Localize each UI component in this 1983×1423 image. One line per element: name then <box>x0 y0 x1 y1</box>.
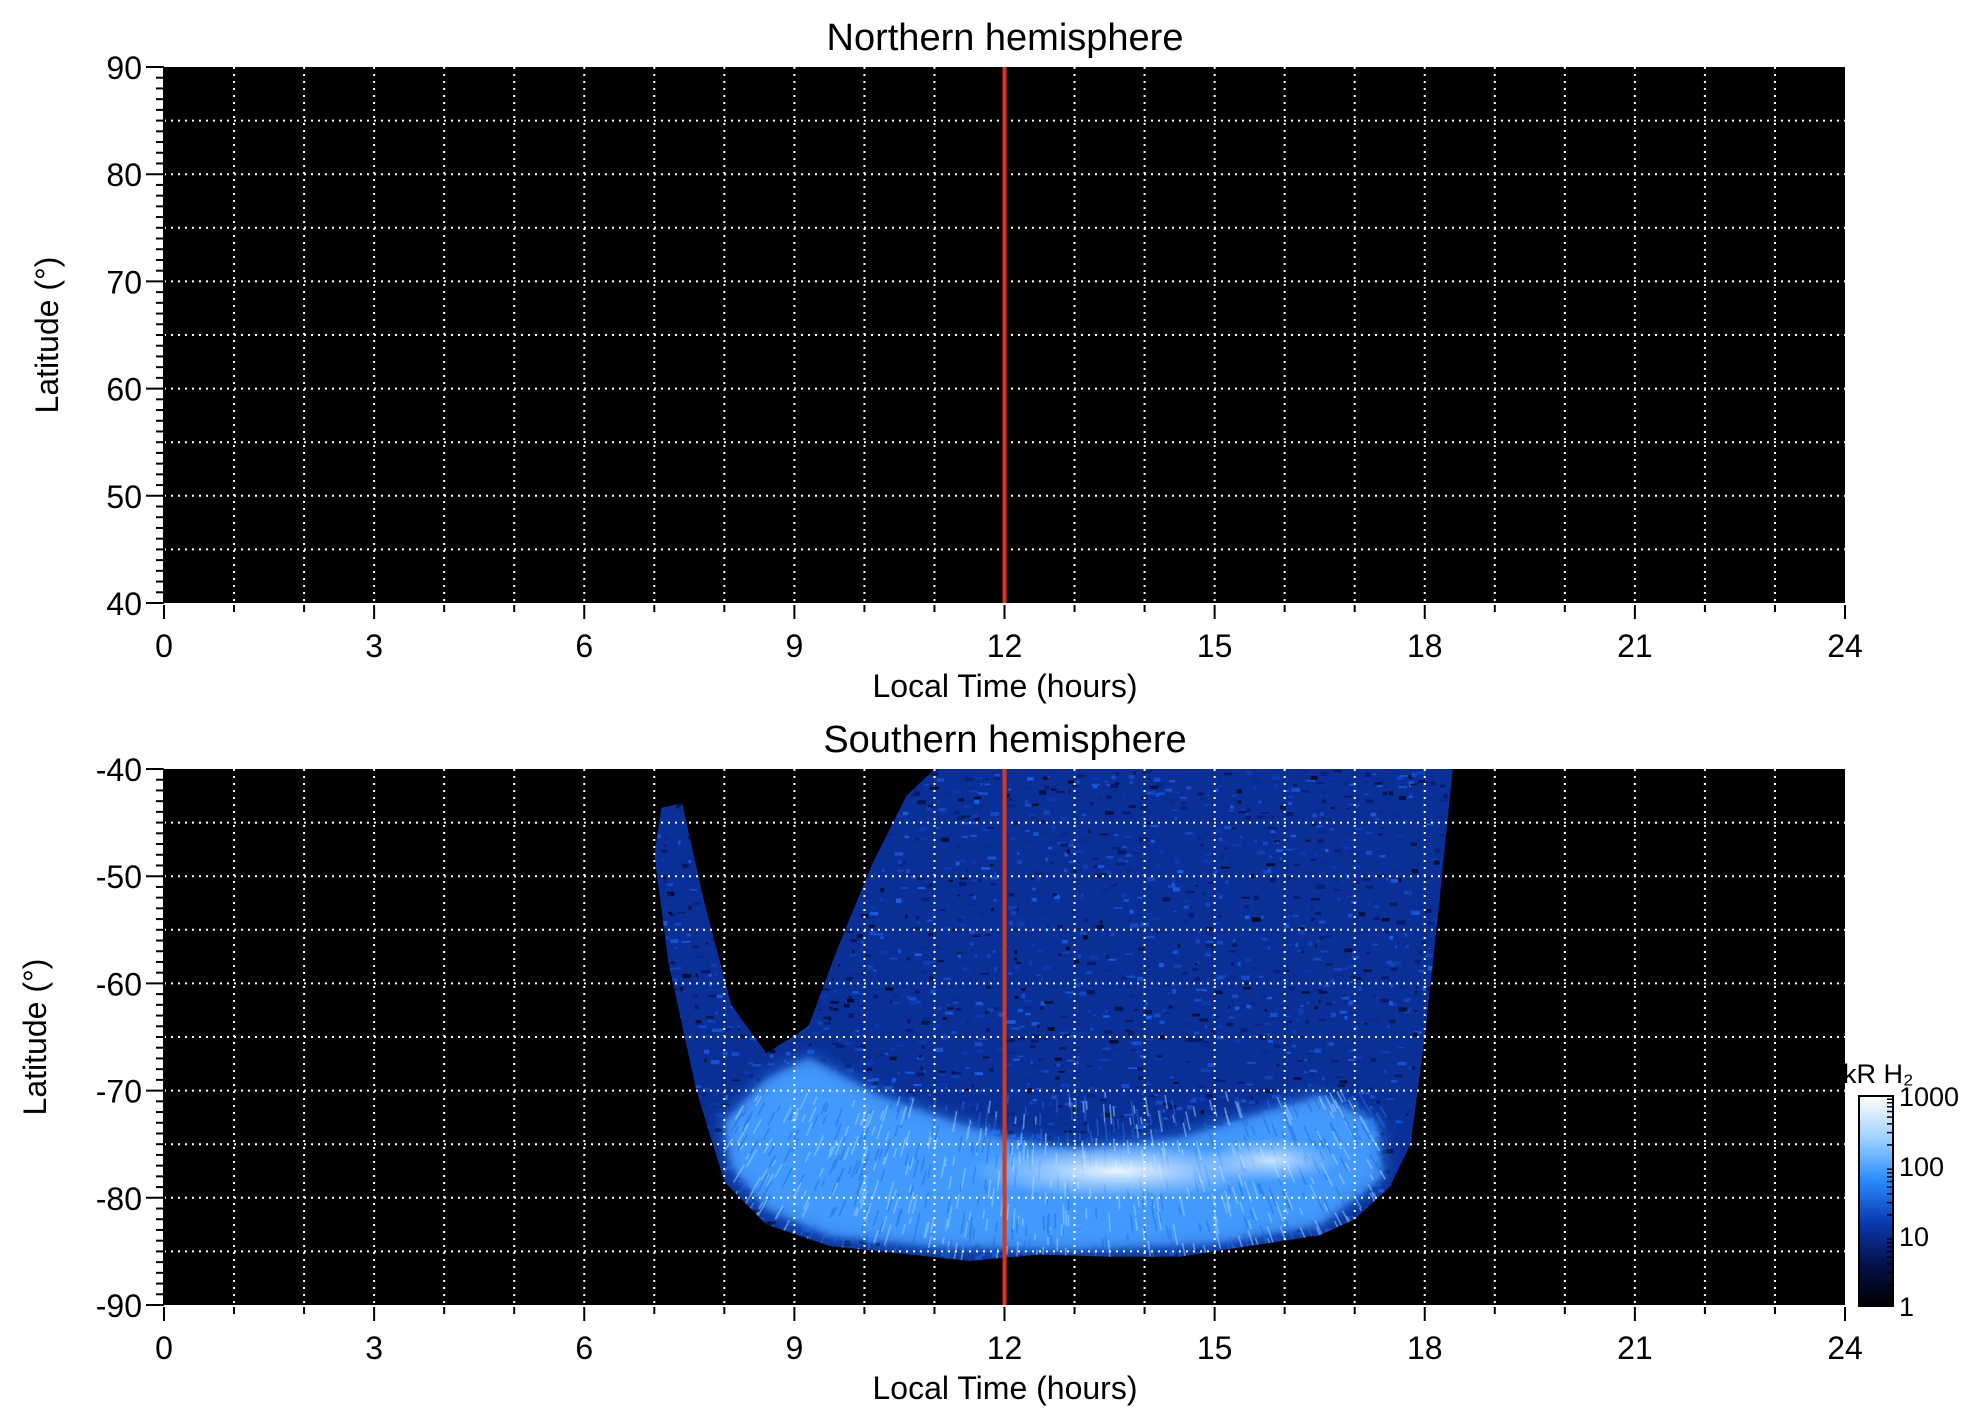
oval-streaks <box>722 1090 1393 1261</box>
panel-title: Northern hemisphere <box>827 17 1184 59</box>
y-tick-label: -60 <box>96 966 142 1002</box>
peak-emission <box>966 1143 1267 1199</box>
x-tick-label: 24 <box>1827 628 1863 664</box>
panel-title: Southern hemisphere <box>823 719 1186 761</box>
x-axis-label: Local Time (hours) <box>873 668 1138 704</box>
x-tick-label: 12 <box>987 628 1023 664</box>
colorbar-tick-label: 10 <box>1899 1222 1929 1252</box>
y-tick-label: 40 <box>106 586 142 622</box>
colorbar-label: kR H₂ <box>1843 1059 1913 1089</box>
y-axis-label: Latitude (°) <box>29 257 65 414</box>
southern-hemisphere-panel: Southern hemisphere 0 3 6 9 12 15 18 21 24 -90 -80… <box>17 719 1863 1406</box>
x-tick-label: 3 <box>365 628 383 664</box>
colorbar: kR H₂ 1 10 100 1000 <box>1843 1059 1959 1322</box>
y-axis-label: Latitude (°) <box>17 959 53 1116</box>
x-tick-label: 24 <box>1827 1330 1863 1366</box>
x-tick-label: 18 <box>1407 1330 1443 1366</box>
colorbar-tick-label: 1000 <box>1899 1082 1959 1112</box>
colorbar-gradient <box>1858 1095 1894 1307</box>
y-tick-label: 70 <box>106 264 142 300</box>
x-tick-label: 15 <box>1197 1330 1233 1366</box>
y-tick-label: -40 <box>96 752 142 788</box>
y-tick-label: 50 <box>106 479 142 515</box>
x-tick-label: 9 <box>785 628 803 664</box>
x-tick-label: 6 <box>575 1330 593 1366</box>
y-tick-label: -50 <box>96 859 142 895</box>
y-tick-label: 60 <box>106 372 142 408</box>
y-tick-label: -80 <box>96 1181 142 1217</box>
x-tick-label: 3 <box>365 1330 383 1366</box>
x-axis-label: Local Time (hours) <box>873 1370 1138 1406</box>
colorbar-tick-label: 1 <box>1899 1292 1914 1322</box>
northern-hemisphere-panel: Northern hemisphere 0 3 6 9 12 15 18 21 24 40 50 60… <box>29 17 1863 704</box>
x-tick-label: 15 <box>1197 628 1233 664</box>
y-tick-label: 90 <box>106 50 142 86</box>
x-tick-label: 18 <box>1407 628 1443 664</box>
colorbar-ticks: 1 10 100 1000 <box>1887 1082 1959 1322</box>
y-tick-label: -90 <box>96 1288 142 1324</box>
colorbar-tick-label: 100 <box>1899 1152 1944 1182</box>
y-tick-label: 80 <box>106 157 142 193</box>
x-tick-label: 6 <box>575 628 593 664</box>
x-tick-label: 9 <box>785 1330 803 1366</box>
x-tick-label: 12 <box>987 1330 1023 1366</box>
axes: 0 3 6 9 12 15 18 21 24 -90 -80 -70 -60 -50 -40 <box>96 752 1863 1366</box>
x-tick-label: 0 <box>155 628 173 664</box>
x-tick-label: 21 <box>1617 1330 1653 1366</box>
emission-layer <box>654 769 1453 1261</box>
x-tick-label: 0 <box>155 1330 173 1366</box>
x-tick-label: 21 <box>1617 628 1653 664</box>
y-tick-label: -70 <box>96 1074 142 1110</box>
axes: 0 3 6 9 12 15 18 21 24 40 50 60 70 80 90 <box>106 50 1862 664</box>
